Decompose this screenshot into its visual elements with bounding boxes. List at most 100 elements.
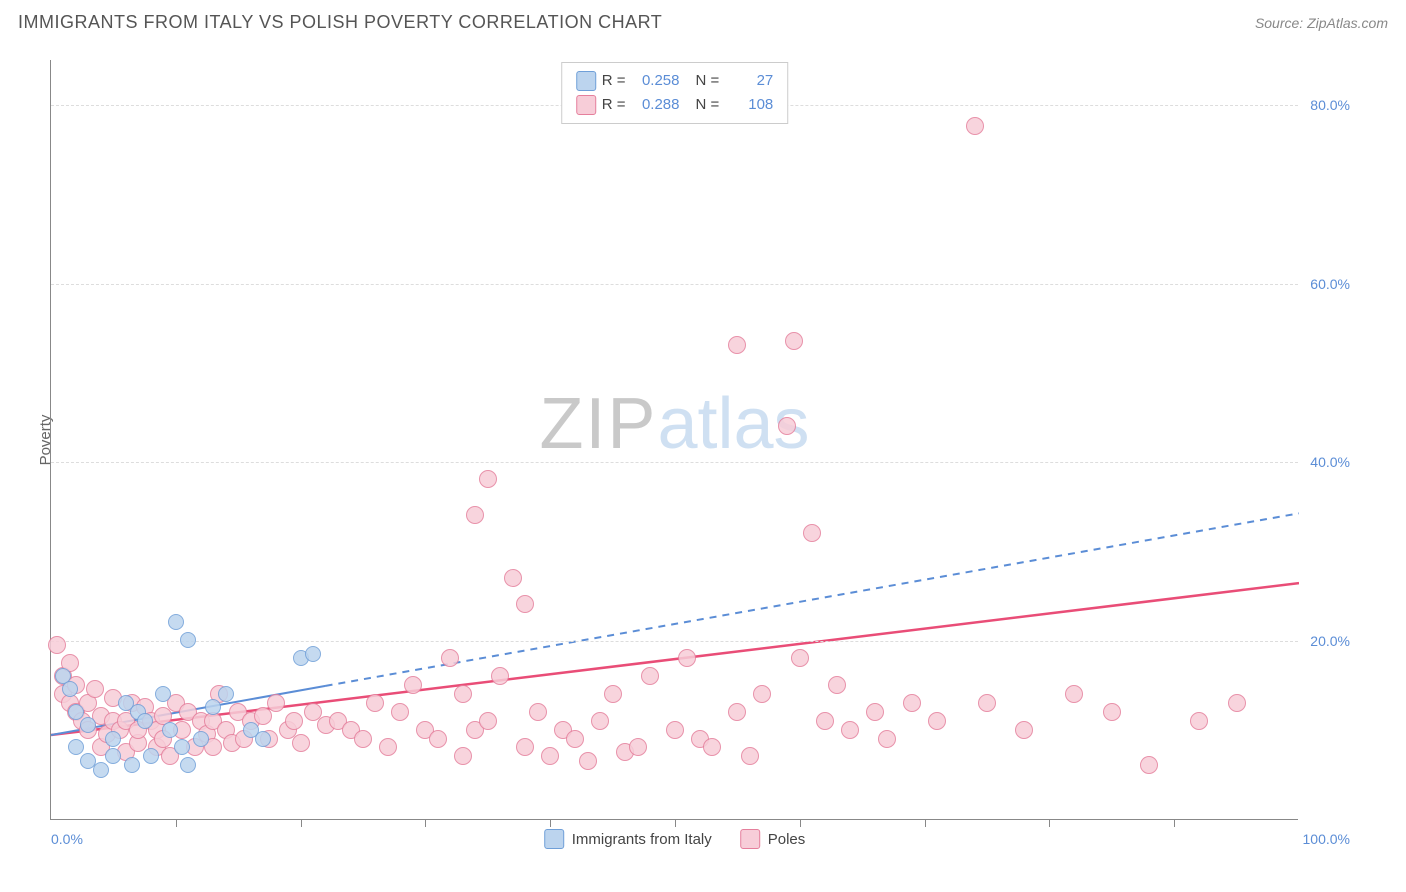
legend-r-label: R = bbox=[602, 69, 626, 93]
legend-r-value-1: 0.288 bbox=[632, 93, 680, 117]
data-point bbox=[292, 734, 310, 752]
data-point bbox=[541, 747, 559, 765]
data-point bbox=[785, 332, 803, 350]
legend-row-series-1: R = 0.288 N = 108 bbox=[576, 93, 774, 117]
data-point bbox=[878, 730, 896, 748]
data-point bbox=[305, 646, 321, 662]
data-point bbox=[174, 739, 190, 755]
data-point bbox=[591, 712, 609, 730]
legend-item-1: Poles bbox=[740, 829, 806, 849]
y-tick-label: 40.0% bbox=[1310, 454, 1350, 470]
data-point bbox=[516, 738, 534, 756]
data-point bbox=[703, 738, 721, 756]
data-point bbox=[728, 336, 746, 354]
data-point bbox=[641, 667, 659, 685]
y-tick-label: 60.0% bbox=[1310, 276, 1350, 292]
legend-n-label: N = bbox=[696, 69, 720, 93]
scatter-plot: ZIPatlas R = 0.258 N = 27 R = 0.288 N = … bbox=[50, 60, 1298, 820]
data-point bbox=[1015, 721, 1033, 739]
data-point bbox=[778, 417, 796, 435]
x-tick bbox=[800, 819, 801, 827]
x-tick bbox=[301, 819, 302, 827]
data-point bbox=[180, 632, 196, 648]
data-point bbox=[1228, 694, 1246, 712]
data-point bbox=[137, 713, 153, 729]
legend-bottom-label-1: Poles bbox=[768, 831, 806, 848]
gridline bbox=[51, 284, 1298, 285]
data-point bbox=[678, 649, 696, 667]
x-tick bbox=[675, 819, 676, 827]
data-point bbox=[816, 712, 834, 730]
data-point bbox=[454, 747, 472, 765]
legend-n-value-1: 108 bbox=[725, 93, 773, 117]
data-point bbox=[193, 731, 209, 747]
data-point bbox=[285, 712, 303, 730]
data-point bbox=[429, 730, 447, 748]
data-point bbox=[391, 703, 409, 721]
data-point bbox=[68, 704, 84, 720]
data-point bbox=[928, 712, 946, 730]
data-point bbox=[516, 595, 534, 613]
data-point bbox=[218, 686, 234, 702]
data-point bbox=[1103, 703, 1121, 721]
legend-n-label: N = bbox=[696, 93, 720, 117]
correlation-legend: R = 0.258 N = 27 R = 0.288 N = 108 bbox=[561, 62, 789, 124]
data-point bbox=[604, 685, 622, 703]
data-point bbox=[828, 676, 846, 694]
legend-swatch-0 bbox=[576, 71, 596, 91]
gridline bbox=[51, 641, 1298, 642]
data-point bbox=[143, 748, 159, 764]
data-point bbox=[105, 748, 121, 764]
data-point bbox=[728, 703, 746, 721]
x-tick bbox=[1049, 819, 1050, 827]
data-point bbox=[479, 470, 497, 488]
data-point bbox=[124, 757, 140, 773]
data-point bbox=[48, 636, 66, 654]
x-tick bbox=[925, 819, 926, 827]
data-point bbox=[80, 717, 96, 733]
y-tick-label: 80.0% bbox=[1310, 97, 1350, 113]
data-point bbox=[354, 730, 372, 748]
data-point bbox=[168, 614, 184, 630]
data-point bbox=[255, 731, 271, 747]
data-point bbox=[491, 667, 509, 685]
data-point bbox=[566, 730, 584, 748]
data-point bbox=[978, 694, 996, 712]
data-point bbox=[155, 686, 171, 702]
watermark: ZIPatlas bbox=[539, 383, 809, 465]
data-point bbox=[753, 685, 771, 703]
chart-title: IMMIGRANTS FROM ITALY VS POLISH POVERTY … bbox=[18, 12, 662, 33]
data-point bbox=[579, 752, 597, 770]
data-point bbox=[62, 681, 78, 697]
data-point bbox=[466, 506, 484, 524]
x-tick bbox=[176, 819, 177, 827]
data-point bbox=[267, 694, 285, 712]
data-point bbox=[180, 757, 196, 773]
data-point bbox=[741, 747, 759, 765]
data-point bbox=[162, 722, 178, 738]
data-point bbox=[93, 762, 109, 778]
legend-item-0: Immigrants from Italy bbox=[544, 829, 712, 849]
data-point bbox=[404, 676, 422, 694]
legend-n-value-0: 27 bbox=[725, 69, 773, 93]
data-point bbox=[666, 721, 684, 739]
legend-row-series-0: R = 0.258 N = 27 bbox=[576, 69, 774, 93]
legend-bottom-swatch-0 bbox=[544, 829, 564, 849]
x-tick bbox=[550, 819, 551, 827]
data-point bbox=[803, 524, 821, 542]
data-point bbox=[866, 703, 884, 721]
x-axis-max-label: 100.0% bbox=[1303, 831, 1350, 847]
series-legend: Immigrants from Italy Poles bbox=[544, 829, 806, 849]
data-point bbox=[791, 649, 809, 667]
data-point bbox=[68, 739, 84, 755]
legend-bottom-swatch-1 bbox=[740, 829, 760, 849]
data-point bbox=[479, 712, 497, 730]
data-point bbox=[366, 694, 384, 712]
legend-r-value-0: 0.258 bbox=[632, 69, 680, 93]
gridline bbox=[51, 462, 1298, 463]
data-point bbox=[1065, 685, 1083, 703]
data-point bbox=[966, 117, 984, 135]
data-point bbox=[1140, 756, 1158, 774]
legend-bottom-label-0: Immigrants from Italy bbox=[572, 831, 712, 848]
data-point bbox=[504, 569, 522, 587]
